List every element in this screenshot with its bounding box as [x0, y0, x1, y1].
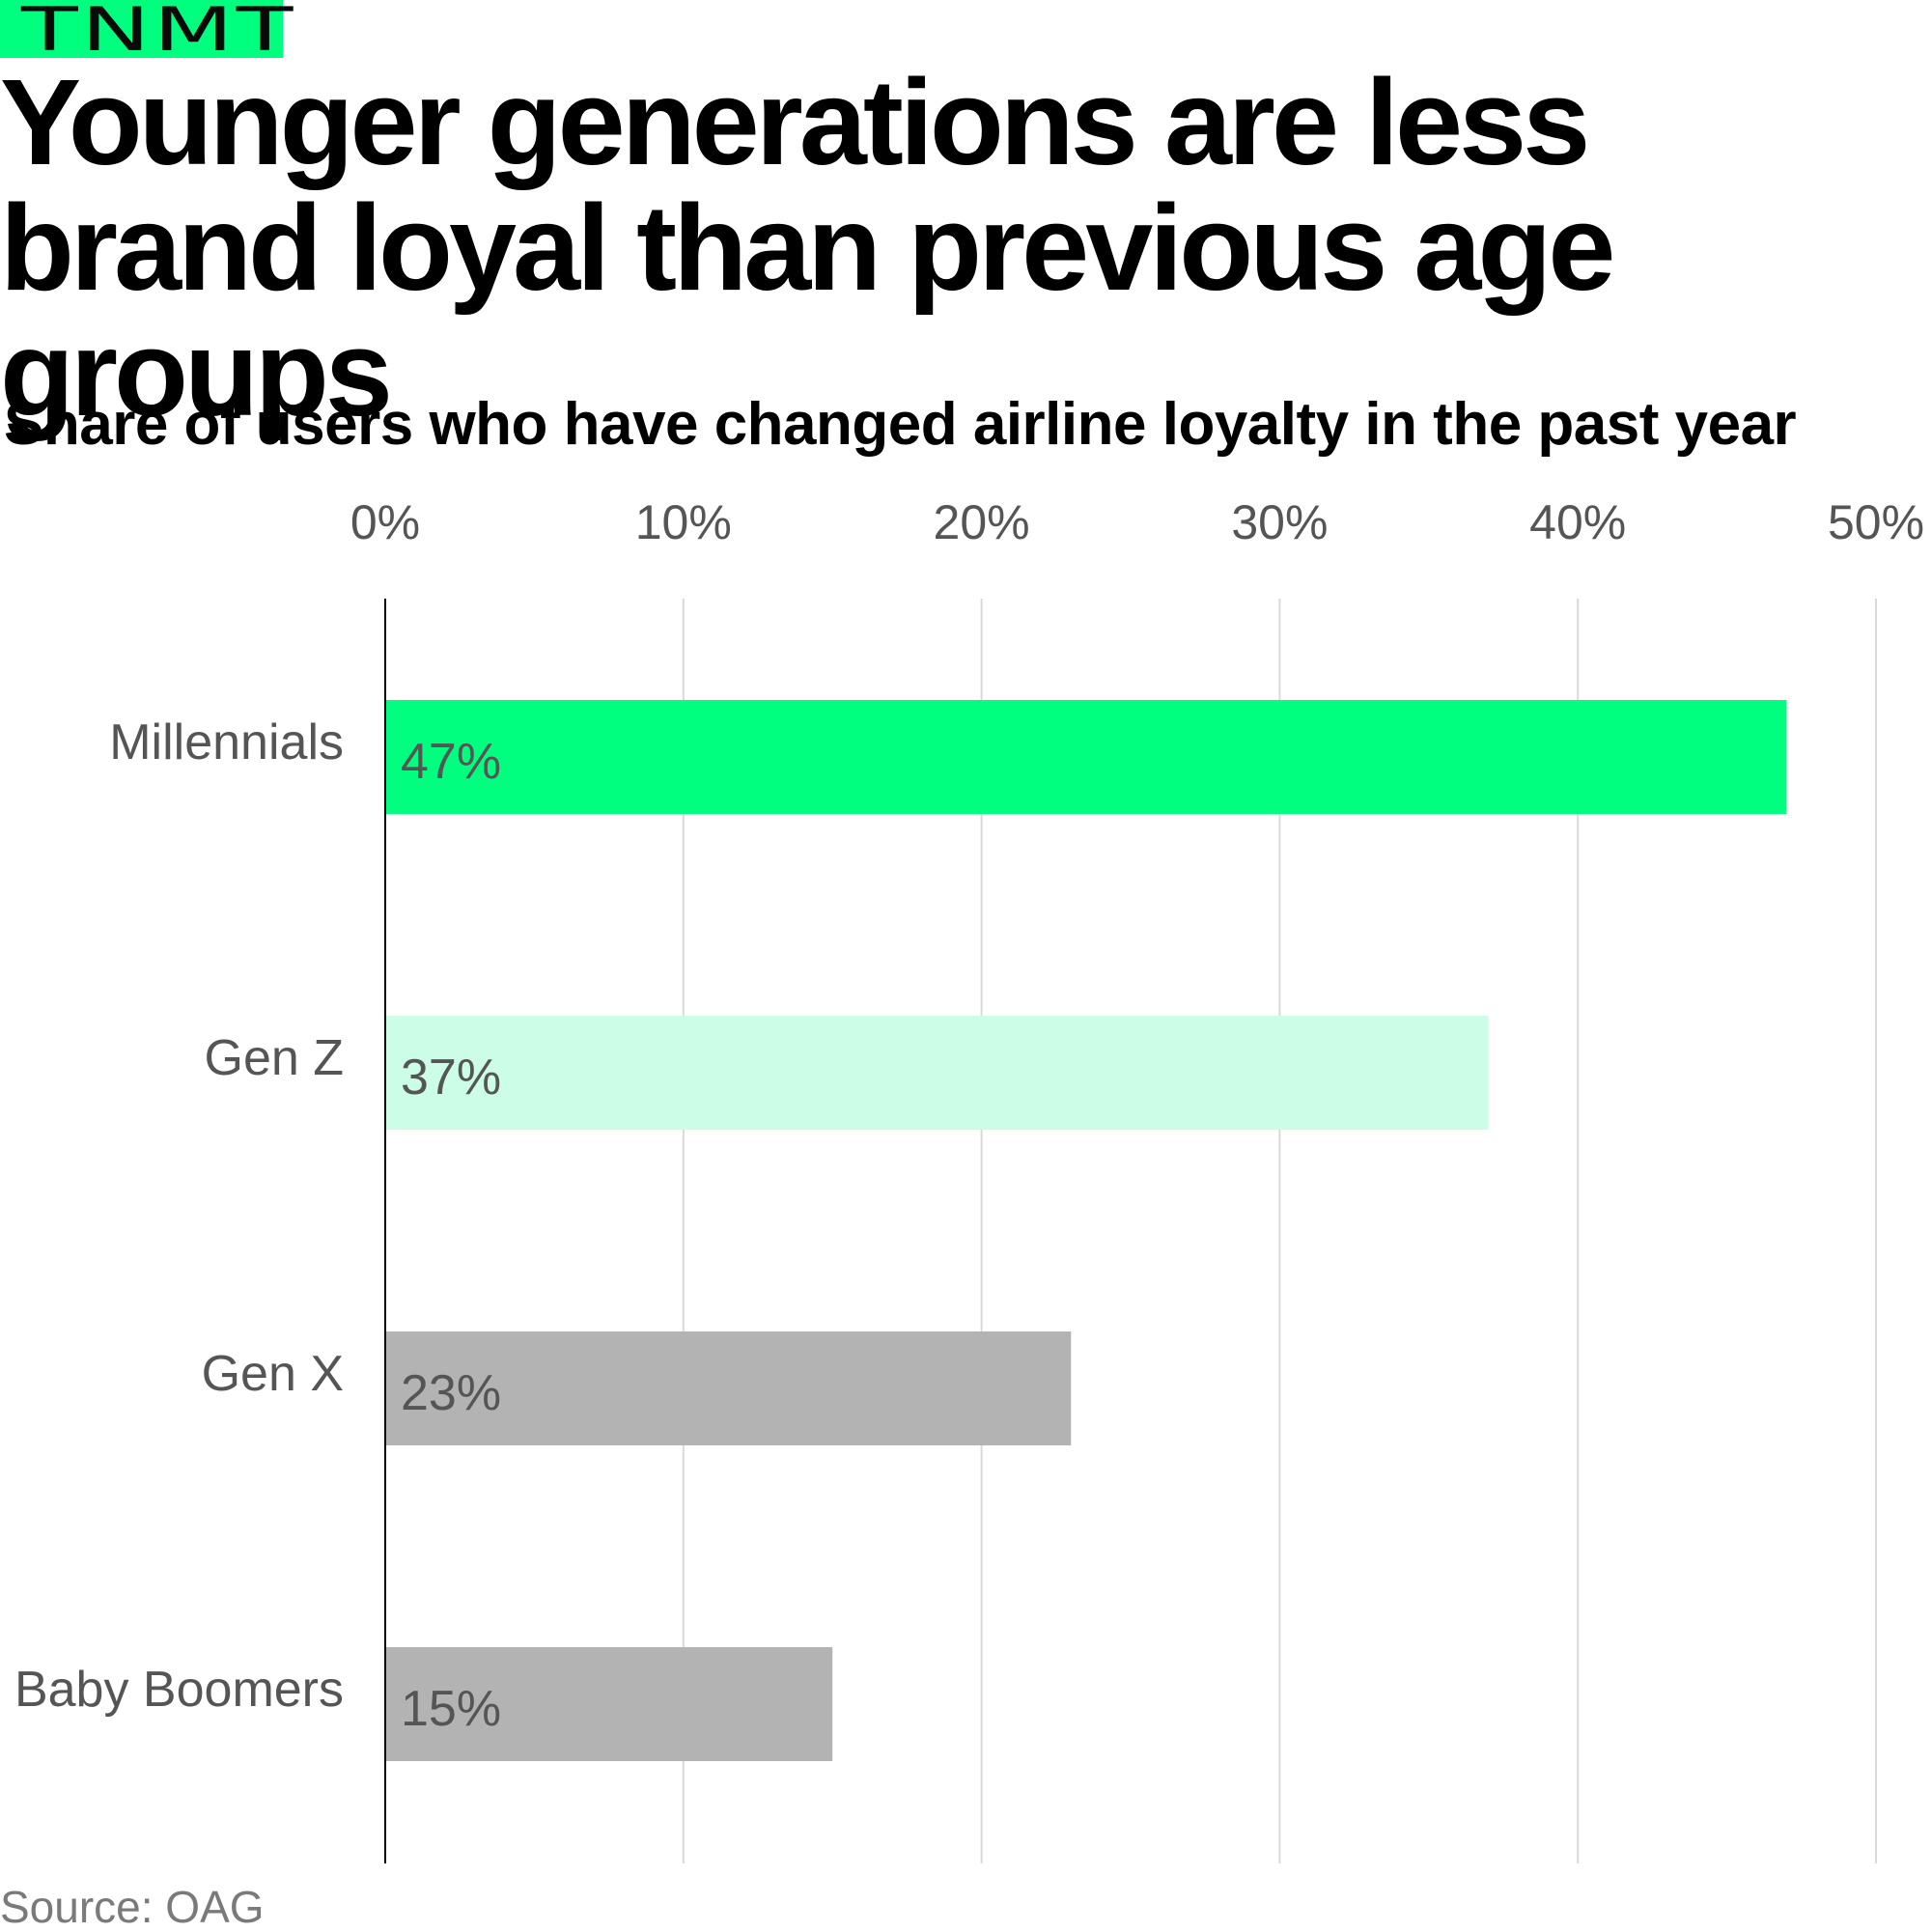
bar	[385, 1647, 833, 1761]
logo-text: TNMT	[21, 0, 296, 65]
x-tick-label: 40%	[1529, 495, 1626, 549]
source-note: Source: OAG	[0, 1882, 265, 1932]
value-label: 23%	[401, 1365, 501, 1421]
bar	[385, 1331, 1072, 1445]
bar	[385, 700, 1787, 814]
x-tick-label: 20%	[934, 495, 1030, 549]
brand-logo: TNMT	[0, 0, 294, 64]
bar	[385, 1016, 1489, 1130]
bar-chart: 0% 10% 20% 30% 40% 50% Millennials 47% Gen Z 37% G…	[14, 495, 1924, 1863]
value-label: 47%	[401, 734, 501, 790]
category-label: Gen Z	[205, 1030, 345, 1086]
x-tick-label: 0%	[350, 495, 420, 549]
x-tick-label: 50%	[1828, 495, 1924, 549]
value-label: 15%	[401, 1681, 501, 1737]
chart-title: Younger generations are less brand loyal…	[0, 54, 1615, 441]
category-label: Millennials	[109, 714, 344, 770]
value-label: 37%	[401, 1050, 501, 1106]
chart-subtitle: Share of users who have changed airline …	[4, 391, 1797, 458]
x-tick-label: 30%	[1231, 495, 1328, 549]
category-label: Baby Boomers	[14, 1662, 344, 1718]
x-tick-label: 10%	[635, 495, 732, 549]
category-label: Gen X	[202, 1346, 344, 1402]
